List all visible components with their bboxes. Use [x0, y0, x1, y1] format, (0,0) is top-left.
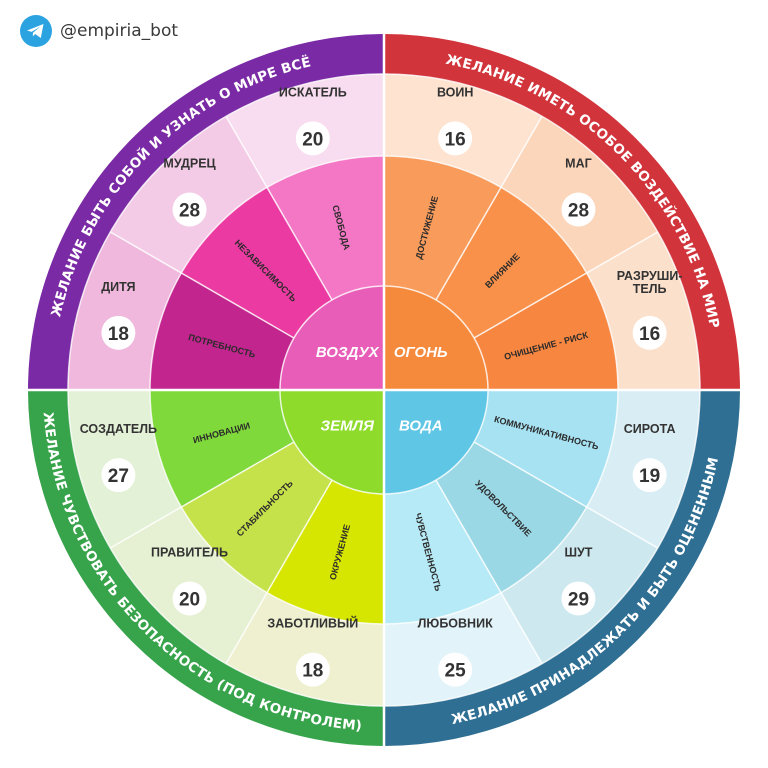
archetype-value-badge [101, 458, 136, 493]
archetype-value-badge [438, 121, 473, 156]
archetype-name: ШУТ [564, 545, 592, 559]
sector-divider [435, 115, 543, 301]
element-sector-fire [384, 286, 488, 390]
need-sector-earth-2 [150, 390, 294, 507]
archetype-name: ПРАВИТЕЛЬ [151, 545, 228, 559]
archetype-value: 19 [639, 466, 660, 487]
archetype-value: 25 [445, 661, 467, 682]
archetype-value-badge [295, 652, 330, 687]
need-sector-water-0 [474, 390, 618, 507]
sector-divider [225, 115, 333, 301]
archetype-name: МУДРЕЦ [163, 157, 216, 171]
archetype-value: 27 [108, 466, 129, 487]
sector-divider [109, 231, 295, 339]
archetype-value-badge [632, 458, 667, 493]
archetype-name: СОЗДАТЕЛЬ [80, 422, 157, 436]
need-sector-fire-2 [474, 273, 618, 390]
sector-divider [473, 231, 659, 339]
archetype-value-badge [632, 315, 667, 350]
dividers [28, 34, 740, 746]
archetype-name: ТЕЛЬ [633, 282, 667, 296]
element-label-water: ВОДА [399, 418, 443, 435]
desire-band-earth [28, 390, 384, 746]
archetype-value-badge [438, 652, 473, 687]
archetype-value-badge [172, 581, 207, 616]
archetype-value-badge [295, 121, 330, 156]
archetype-value: 28 [179, 201, 200, 222]
desire-band-air [28, 34, 384, 390]
telegram-icon [20, 15, 52, 47]
archetype-name: МАГ [565, 157, 592, 171]
need-sector-earth-0 [267, 480, 384, 624]
sector-divider [109, 441, 295, 549]
telegram-handle: @empiria_bot [60, 21, 179, 41]
archetype-value-badge [101, 315, 136, 350]
element-label-fire: ОГОНЬ [394, 344, 448, 361]
archetype-name: ЛЮБОВНИК [418, 617, 493, 631]
archetype-value: 29 [568, 589, 589, 610]
archetype-value: 16 [639, 324, 660, 345]
elements-core [280, 286, 488, 494]
desire-ring [28, 34, 740, 746]
archetype-name: ВОИН [437, 85, 473, 99]
ring-divider [67, 73, 701, 707]
archetype-value: 20 [302, 129, 323, 150]
element-label-air: ВОЗДУХ [316, 344, 380, 361]
archetype-value-badge [172, 192, 207, 227]
desire-band-fire [384, 34, 740, 390]
element-sector-water [384, 390, 488, 494]
need-sector-air-2 [267, 156, 384, 300]
archetype-name: ЗАБОТЛИВЫЙ [267, 616, 358, 631]
archetype-value: 18 [108, 324, 129, 345]
desire-band-water [384, 390, 740, 746]
need-sector-fire-0 [384, 156, 501, 300]
element-label-earth: ЗЕМЛЯ [321, 418, 375, 435]
sector-divider [473, 441, 659, 549]
need-sector-water-2 [384, 480, 501, 624]
archetype-value-badge [561, 581, 596, 616]
ring-divider [149, 155, 619, 625]
archetype-name: ДИТЯ [101, 280, 135, 294]
archetype-value: 18 [302, 661, 323, 682]
archetype-name: СИРОТА [624, 422, 676, 436]
archetype-name: ИСКАТЕЛЬ [279, 85, 347, 99]
need-sector-air-0 [150, 273, 294, 390]
archetype-value: 16 [445, 129, 466, 150]
archetype-value-badge [561, 192, 596, 227]
sector-divider [435, 479, 543, 665]
header: @empiria_bot [20, 14, 178, 48]
ring-divider [279, 285, 489, 495]
archetype-name: РАЗРУШИ- [617, 269, 683, 283]
element-sector-air [280, 286, 384, 390]
archetype-value: 20 [179, 589, 200, 610]
archetype-value: 28 [568, 201, 589, 222]
element-sector-earth [280, 390, 384, 494]
sector-divider [225, 479, 333, 665]
